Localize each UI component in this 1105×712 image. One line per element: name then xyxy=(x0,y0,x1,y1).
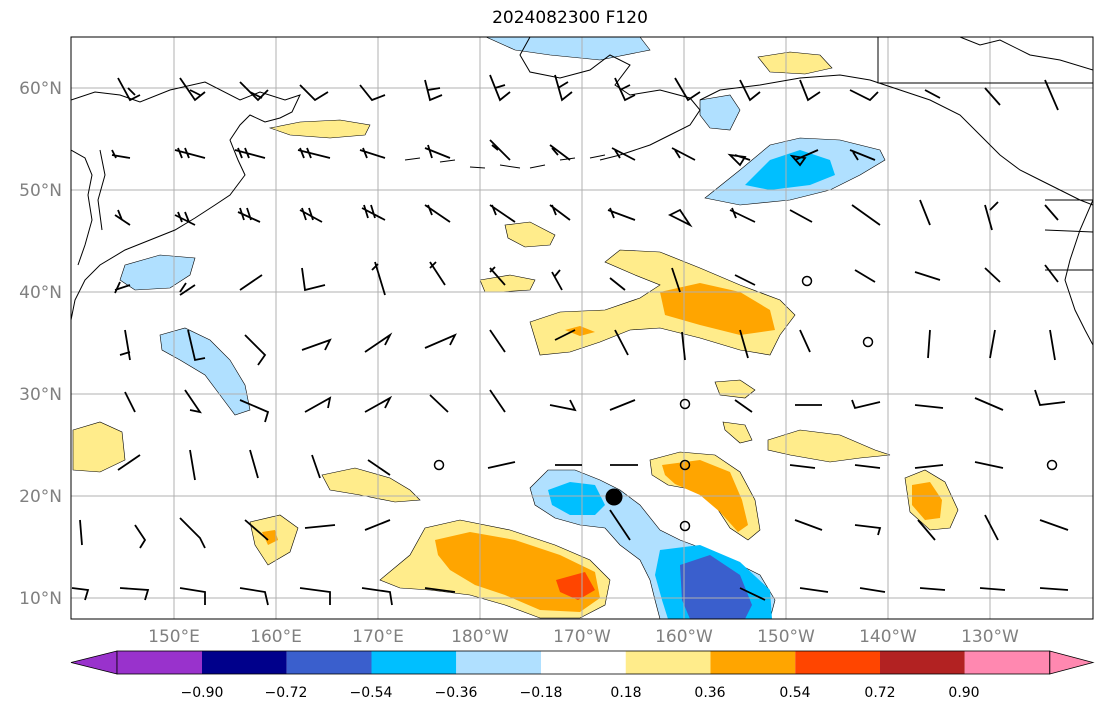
colorbar-segment xyxy=(795,651,880,674)
graticule xyxy=(71,37,1093,619)
wind-barbs xyxy=(71,74,1069,606)
colorbar-segment xyxy=(880,651,965,674)
colorbar-segment xyxy=(202,651,287,674)
colorbar-tick-label: −0.72 xyxy=(265,685,308,701)
colorbar-segment xyxy=(456,651,541,674)
colorbar-tick-label: 0.90 xyxy=(948,685,979,701)
lon-label: 130°W xyxy=(961,627,1019,647)
colorbar-tick-label: −0.18 xyxy=(520,685,563,701)
lat-label: 20°N xyxy=(19,487,62,507)
colorbar-border xyxy=(116,650,1051,675)
anomaly-shading xyxy=(72,37,959,619)
lon-label: 170°W xyxy=(553,627,611,647)
lat-label: 50°N xyxy=(19,181,62,201)
colorbar-tick-label: −0.90 xyxy=(181,685,224,701)
lat-label: 40°N xyxy=(19,283,62,303)
colorbar-segment xyxy=(710,651,796,674)
colorbar-tick-label: 0.54 xyxy=(779,685,810,701)
map-frame xyxy=(70,36,1094,620)
coastlines xyxy=(71,37,1093,346)
colorbar-segment xyxy=(625,651,711,674)
lat-label: 30°N xyxy=(19,385,62,405)
map-title: 2024082300 F120 xyxy=(492,8,648,28)
lat-labels: 60°N 50°N 40°N 30°N 20°N 10°N xyxy=(19,79,62,609)
lon-label: 160°E xyxy=(250,627,302,647)
colorbar-tick-label: −0.36 xyxy=(435,685,478,701)
colorbar-segment xyxy=(371,651,457,674)
colorbar-labels: −0.90 −0.72 −0.54 −0.36 −0.18 0.18 0.36 … xyxy=(181,685,980,701)
lon-label: 150°E xyxy=(148,627,200,647)
colorbar-extend-low xyxy=(70,650,118,675)
storm-center-marker xyxy=(605,488,623,506)
colorbar-tick-label: −0.54 xyxy=(350,685,393,701)
colorbar-segment xyxy=(286,651,372,674)
lon-label: 150°W xyxy=(757,627,815,647)
lon-label: 160°W xyxy=(655,627,713,647)
colorbar-segment xyxy=(964,651,1050,674)
colorbar-segment xyxy=(117,651,202,674)
lat-label: 60°N xyxy=(19,79,62,99)
lon-label: 170°E xyxy=(352,627,404,647)
calm-markers xyxy=(433,275,1058,532)
lon-label: 140°W xyxy=(859,627,917,647)
colorbar-segment xyxy=(541,651,626,674)
lon-label: 180°W xyxy=(451,627,509,647)
lon-labels: 150°E 160°E 170°E 180°W 170°W 160°W 150°… xyxy=(148,627,1019,647)
colorbar-extend-high xyxy=(1049,650,1095,675)
colorbar xyxy=(70,650,1095,675)
colorbar-tick-label: 0.36 xyxy=(694,685,725,701)
colorbar-tick-label: 0.72 xyxy=(864,685,895,701)
colorbar-tick-label: 0.18 xyxy=(610,685,641,701)
lat-label: 10°N xyxy=(19,589,62,609)
